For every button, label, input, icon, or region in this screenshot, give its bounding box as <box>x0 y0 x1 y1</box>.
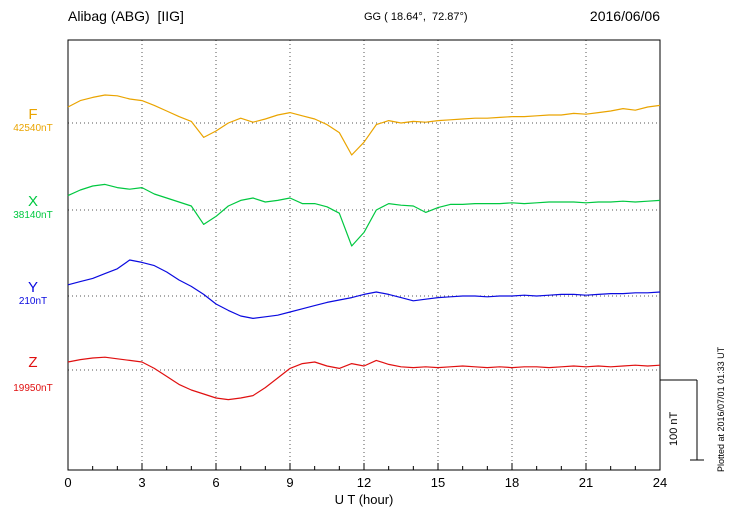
station-title: Alibag (ABG) [IIG] <box>68 8 184 24</box>
x-tick-label: 18 <box>505 475 519 490</box>
x-tick-label: 0 <box>64 475 71 490</box>
x-tick-label: 15 <box>431 475 445 490</box>
trace-label-f: F <box>28 106 38 123</box>
scale-bar-label: 100 nT <box>668 411 680 446</box>
trace-label-x: X <box>27 193 38 210</box>
x-tick-label: 21 <box>579 475 593 490</box>
trace-label-group-x: X 38140nT <box>2 193 64 222</box>
x-tick-label: 24 <box>653 475 667 490</box>
trace-label-group-z: Z 19950nT <box>2 354 64 395</box>
trace-label-group-y: Y 210nT <box>2 279 64 308</box>
trace-x <box>67 183 661 247</box>
baseline-value-x: 38140nT <box>13 210 53 222</box>
x-tick-label: 6 <box>212 475 219 490</box>
trace-label-group-f: F 42540nT <box>2 106 64 135</box>
trace-label-y: Y <box>27 279 38 296</box>
x-tick-label: 3 <box>138 475 145 490</box>
x-tick-label: 9 <box>286 475 293 490</box>
baseline-value-f: 42540nT <box>13 123 53 135</box>
trace-f <box>67 94 661 156</box>
trace-y <box>67 259 661 319</box>
baseline-value-z: 19950nT <box>13 383 53 395</box>
baseline-value-y: 210nT <box>18 296 48 308</box>
plot-date: 2016/06/06 <box>589 8 660 24</box>
x-tick-label: 12 <box>357 475 371 490</box>
plotted-at-note: Plotted at 2016/07/01 01:33 UT <box>716 346 726 472</box>
geographic-coordinates: GG ( 18.64°, 72.87°) <box>364 11 468 23</box>
trace-z <box>67 356 661 401</box>
x-axis-label: U T (hour) <box>334 492 394 507</box>
trace-label-z: Z <box>28 354 38 371</box>
